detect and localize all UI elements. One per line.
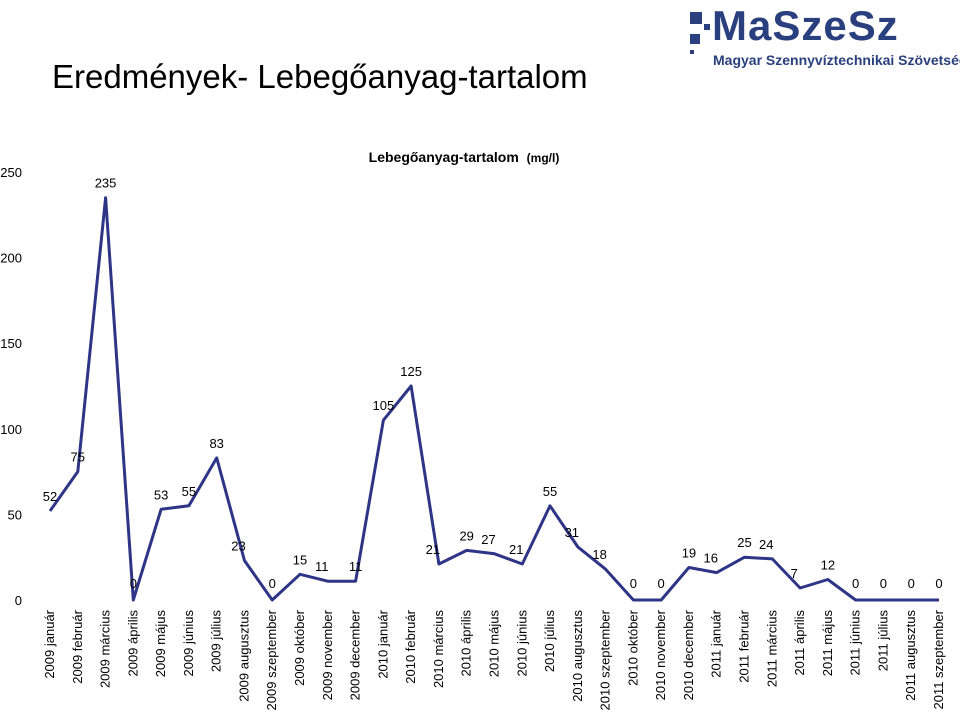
data-label: 0 bbox=[630, 576, 637, 591]
y-tick-label: 50 bbox=[8, 507, 22, 522]
data-label: 31 bbox=[565, 525, 579, 540]
x-tick-label: 2010 március bbox=[431, 610, 446, 689]
data-label: 83 bbox=[209, 436, 223, 451]
data-label: 0 bbox=[658, 576, 665, 591]
x-tick-label: 2011 január bbox=[709, 609, 724, 677]
x-tick-label: 2009 augusztus bbox=[236, 610, 251, 702]
x-tick-label: 2011 április bbox=[792, 610, 807, 676]
y-tick-label: 250 bbox=[0, 165, 22, 180]
series bbox=[48, 196, 939, 602]
x-tick-label: 2009 július bbox=[209, 610, 224, 673]
x-tick-label: 2010 május bbox=[486, 610, 501, 678]
x-tick-label: 2010 augusztus bbox=[570, 610, 585, 702]
x-tick-label: 2010 november bbox=[653, 609, 668, 700]
chart-title-text: Lebegőanyag-tartalom bbox=[369, 149, 519, 165]
x-tick-label: 2009 április bbox=[125, 610, 140, 677]
x-tick-label: 2010 június bbox=[514, 610, 529, 677]
page-title: Eredmények- Lebegőanyag-tartalom bbox=[52, 58, 588, 95]
data-label: 23 bbox=[231, 539, 245, 554]
data-label: 0 bbox=[130, 576, 137, 591]
x-tick-label: 2010 április bbox=[459, 610, 474, 677]
x-tick-label: 2010 szeptember bbox=[598, 609, 613, 710]
x-tick-label: 2011 március bbox=[764, 610, 779, 688]
x-tick-label: 2010 január bbox=[375, 609, 390, 678]
data-label: 25 bbox=[737, 535, 751, 550]
y-tick-label: 200 bbox=[0, 251, 22, 266]
x-tick-label: 2011 szeptember bbox=[931, 609, 946, 709]
x-tick-label: 2009 november bbox=[320, 609, 335, 700]
data-label: 15 bbox=[293, 552, 307, 567]
x-tick-label: 2011 augusztus bbox=[903, 610, 918, 701]
x-tick-label: 2010 február bbox=[403, 609, 418, 683]
logo-swoosh-icon bbox=[690, 12, 710, 54]
chart-title: Lebegőanyag-tartalom (mg/l) bbox=[369, 149, 560, 165]
chart-unit: (mg/l) bbox=[527, 151, 560, 165]
x-tick-label: 2009 június bbox=[181, 610, 196, 677]
data-label: 55 bbox=[182, 484, 196, 499]
x-tick-label: 2009 október bbox=[292, 609, 307, 686]
x-tick-label: 2011 július bbox=[875, 610, 890, 672]
data-label: 0 bbox=[935, 576, 942, 591]
data-label: 7 bbox=[790, 566, 797, 581]
data-label: 11 bbox=[315, 559, 329, 574]
y-tick-label: 0 bbox=[15, 593, 22, 608]
data-label: 75 bbox=[71, 450, 85, 465]
data-label: 52 bbox=[43, 489, 57, 504]
data-label: 19 bbox=[682, 545, 696, 560]
data-label: 27 bbox=[481, 532, 495, 547]
logo-subtitle: Magyar Szennyvíztechnikai Szövetség bbox=[713, 52, 960, 68]
data-label: 53 bbox=[154, 487, 168, 502]
data-label: 12 bbox=[821, 557, 835, 572]
data-label: 0 bbox=[269, 576, 276, 591]
data-label: 105 bbox=[373, 398, 395, 413]
x-tick-label: 2011 június bbox=[848, 610, 863, 676]
data-label: 21 bbox=[509, 542, 523, 557]
x-tick-label: 2009 február bbox=[70, 609, 85, 683]
x-tick-label: 2011 május bbox=[820, 610, 835, 677]
x-tick-label: 2010 október bbox=[625, 609, 640, 686]
data-label: 24 bbox=[759, 537, 773, 552]
series-line bbox=[48, 196, 939, 602]
data-label: 16 bbox=[703, 551, 717, 566]
x-axis: 2009 január 2009 február 2009 március 2009 … bbox=[42, 609, 946, 710]
data-label: 55 bbox=[543, 484, 557, 499]
logo-name: MaSzeSz bbox=[712, 2, 899, 49]
data-label: 235 bbox=[95, 176, 117, 191]
x-tick-label: 2009 december bbox=[348, 609, 363, 700]
data-label: 29 bbox=[459, 528, 473, 543]
data-label: 0 bbox=[880, 576, 887, 591]
data-label: 0 bbox=[852, 576, 859, 591]
data-label: 11 bbox=[349, 559, 363, 574]
maszesz-logo bbox=[688, 4, 956, 74]
y-axis: 0 50 100 150 200 250 bbox=[0, 165, 22, 608]
x-tick-label: 2010 július bbox=[542, 610, 557, 673]
x-tick-label: 2009 május bbox=[153, 610, 168, 678]
x-tick-label: 2010 december bbox=[681, 609, 696, 700]
data-label: 125 bbox=[400, 364, 422, 379]
data-label: 0 bbox=[908, 576, 915, 591]
data-label: 21 bbox=[426, 542, 440, 557]
x-tick-label: 2011 február bbox=[737, 609, 752, 682]
x-tick-label: 2009 január bbox=[42, 609, 57, 678]
x-tick-label: 2009 március bbox=[98, 610, 113, 689]
data-label: 18 bbox=[592, 547, 606, 562]
x-tick-label: 2009 szeptember bbox=[264, 609, 279, 710]
y-tick-label: 150 bbox=[0, 336, 22, 351]
data-labels: 52 75 235 0 53 55 83 23 0 15 11 11 105 125 21 29 27 21 55 3… bbox=[43, 176, 943, 591]
y-tick-label: 100 bbox=[0, 422, 22, 437]
